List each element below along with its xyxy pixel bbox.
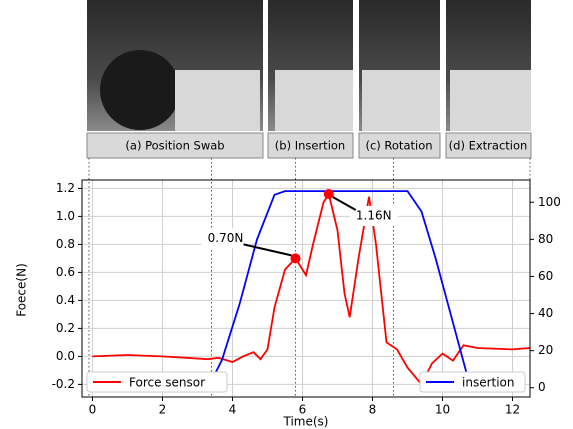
- annotation-box: [349, 206, 398, 226]
- y-tick-label: 1.0: [56, 209, 75, 223]
- captions: (a) Position Swab (b) Insertion (c) Rota…: [86, 132, 532, 159]
- series-line: [92, 191, 531, 387]
- legend-label: insertion: [462, 376, 515, 390]
- y2-tick-label: 100: [538, 195, 561, 209]
- y2-tick-label: 80: [538, 232, 553, 246]
- y-axis-label: Foece(N): [15, 263, 29, 317]
- photo-detail: [275, 70, 353, 131]
- photo-detail: [450, 70, 531, 131]
- y-tick-label: -0.2: [52, 377, 75, 391]
- caption-box: [267, 132, 354, 159]
- x-tick-label: 6: [299, 403, 307, 417]
- caption: (d) Extraction: [449, 139, 528, 153]
- caption: (a) Position Swab: [125, 139, 224, 153]
- caption-box: [445, 132, 532, 159]
- photos: [87, 0, 531, 131]
- annotation-point: [290, 253, 301, 264]
- x-tick-label: 4: [229, 403, 237, 417]
- y-tick-label: 0.6: [56, 265, 75, 279]
- plot-frame: [81, 179, 531, 398]
- y-tick-label: 0.4: [56, 293, 75, 307]
- caption: (c) Rotation: [365, 139, 432, 153]
- legend-box: [86, 371, 228, 393]
- legend-box: [419, 371, 526, 393]
- y2-tick-label: 60: [538, 269, 553, 283]
- photo-detail: [175, 70, 260, 131]
- x-tick-label: 2: [159, 403, 167, 417]
- x-axis-label: Time(s): [283, 415, 329, 429]
- annotation-box: [201, 228, 250, 249]
- y2-tick-label: 40: [538, 306, 553, 320]
- photo-detail: [100, 50, 180, 130]
- y-tick-label: 0.0: [56, 349, 75, 363]
- caption: (b) Insertion: [275, 139, 345, 153]
- caption-box: [358, 132, 441, 159]
- caption-box: [86, 132, 264, 159]
- y-tick-label: 1.2: [56, 181, 75, 195]
- y-tick-label: 0.8: [56, 237, 75, 251]
- series-line: [92, 190, 472, 389]
- annotation-arrow: [332, 196, 357, 211]
- x-tick-label: 12: [505, 403, 520, 417]
- y2-tick-label: 0: [538, 380, 546, 394]
- photo-detail: [362, 70, 440, 131]
- y-tick-label: 0.2: [56, 321, 75, 335]
- y2-tick-label: 20: [538, 343, 553, 357]
- x-tick-label: 0: [89, 403, 97, 417]
- x-tick-label: 10: [435, 403, 450, 417]
- x-tick-label: 8: [369, 403, 377, 417]
- annotation-text: 1.16N: [356, 209, 392, 223]
- annotation-text: 0.70N: [208, 231, 244, 245]
- annotation-arrow: [243, 243, 292, 257]
- annotation-point: [323, 189, 334, 199]
- legend-label: Force sensor: [129, 376, 205, 390]
